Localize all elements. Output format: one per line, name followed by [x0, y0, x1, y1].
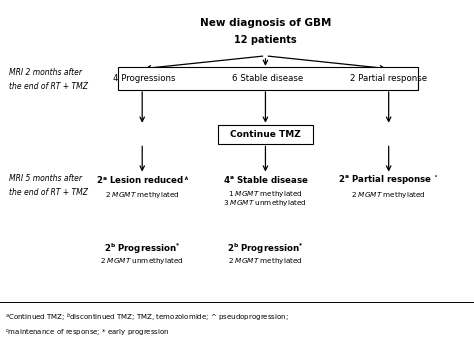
Text: $\mathbf{2^{b}}$ $\mathbf{Progression^{*}}$: $\mathbf{2^{b}}$ $\mathbf{Progression^{*…: [104, 241, 181, 256]
Text: 6 Stable disease: 6 Stable disease: [232, 74, 303, 83]
Text: the end of RT + TMZ: the end of RT + TMZ: [9, 188, 89, 197]
Text: Continue TMZ: Continue TMZ: [230, 130, 301, 139]
Text: $\mathbf{2^{a}}$ $\mathbf{Partial\ response}$ $^{\circ}$: $\mathbf{2^{a}}$ $\mathbf{Partial\ respo…: [338, 173, 439, 186]
Text: 2 $\mathit{MGMT}$ unmethylated: 2 $\mathit{MGMT}$ unmethylated: [100, 256, 184, 266]
Text: 2 $\mathit{MGMT}$ methylated: 2 $\mathit{MGMT}$ methylated: [228, 256, 303, 266]
Text: 1 $\mathit{MGMT}$ methylated: 1 $\mathit{MGMT}$ methylated: [228, 189, 303, 199]
Text: 2 $\mathit{MGMT}$ methylated: 2 $\mathit{MGMT}$ methylated: [351, 191, 426, 200]
Text: New diagnosis of GBM: New diagnosis of GBM: [200, 18, 331, 28]
Text: 2 Partial response: 2 Partial response: [350, 74, 427, 83]
Text: $\mathbf{4^{a}}$ $\mathbf{Stable\ disease}$: $\mathbf{4^{a}}$ $\mathbf{Stable\ diseas…: [223, 174, 308, 185]
Text: 4 Progressions: 4 Progressions: [113, 74, 176, 83]
FancyBboxPatch shape: [218, 125, 313, 144]
Text: $^{a}$Continued TMZ; $^{b}$discontinued TMZ; TMZ, temozolomide; ^ pseudoprogress: $^{a}$Continued TMZ; $^{b}$discontinued …: [5, 311, 289, 324]
Text: $\mathbf{2^{a}}$ $\mathbf{Lesion\ reduced^{\wedge}}$: $\mathbf{2^{a}}$ $\mathbf{Lesion\ reduce…: [96, 174, 189, 186]
Text: 3 $\mathit{MGMT}$ unmethylated: 3 $\mathit{MGMT}$ unmethylated: [223, 198, 308, 208]
Text: MRI 2 months after: MRI 2 months after: [9, 68, 82, 77]
Text: MRI 5 months after: MRI 5 months after: [9, 174, 82, 183]
Text: $\mathbf{2^{b}}$ $\mathbf{Progression^{*}}$: $\mathbf{2^{b}}$ $\mathbf{Progression^{*…: [227, 241, 304, 256]
Text: $^{c}$maintenance of response; * early progression: $^{c}$maintenance of response; * early p…: [5, 328, 169, 339]
Text: the end of RT + TMZ: the end of RT + TMZ: [9, 82, 89, 91]
Text: 2 $\mathit{MGMT}$ methylated: 2 $\mathit{MGMT}$ methylated: [105, 191, 180, 200]
FancyBboxPatch shape: [118, 67, 418, 90]
Text: 12 patients: 12 patients: [234, 35, 297, 45]
